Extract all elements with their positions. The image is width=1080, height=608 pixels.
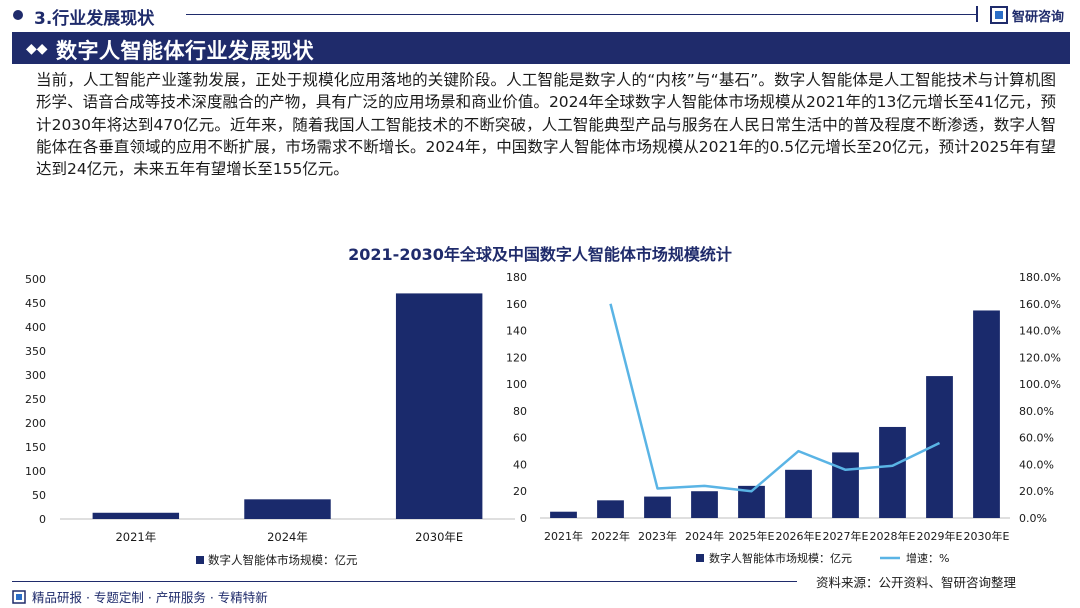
y-tick-label: 200 [25,417,46,430]
report-icon [12,589,26,604]
section-title: 3.行业发展现状 [34,9,155,29]
y-left-tick-label: 60 [513,432,527,445]
legend-swatch-bar [696,554,704,562]
x-tick-label: 2024年 [267,530,308,544]
footer-text: 精品研报 · 专题定制 · 产研服务 · 专精特新 [32,589,268,605]
x-tick-label: 2025年E [729,529,775,543]
y-left-tick-label: 80 [513,405,527,418]
bar [785,469,812,518]
legend-label-bar: 数字人智能体市场规模：亿元 [709,551,852,565]
x-tick-label: 2030年E [964,529,1010,543]
china-market-chart: 0 20 40 60 80 100 120 140 160 180 0.0% 20.0% 40.0% 60… [506,271,1061,565]
y-right-tick-label: 140.0% [1019,325,1061,338]
bar [597,500,624,518]
y-right-tick-label: 60.0% [1019,432,1054,445]
y-left-tick-label: 40 [513,458,527,471]
intro-paragraph: 当前，人工智能产业蓬勃发展，正处于规模化应用落地的关键阶段。人工智能是数字人的“… [36,71,1056,179]
y-left-tick-label: 160 [506,298,527,311]
y-right-tick-label: 100.0% [1019,378,1061,391]
bullet-dot [13,10,23,20]
chart-title: 2021-2030年全球及中国数字人智能体市场规模统计 [348,245,732,264]
y-left-tick-label: 180 [506,271,527,284]
bar [550,511,577,518]
y-right-tick-label: 120.0% [1019,351,1061,364]
y-tick-label: 0 [39,513,46,526]
x-tick-label: 2023年 [638,529,677,543]
y-left-tick-label: 140 [506,325,527,338]
y-right-tick-label: 0.0% [1019,512,1047,525]
x-tick-label: 2022年 [591,529,630,543]
bar [691,491,718,518]
y-tick-label: 350 [25,345,46,358]
y-tick-label: 450 [25,297,46,310]
bar [644,496,671,518]
legend-label: 数字人智能体市场规模：亿元 [208,553,358,567]
y-tick-label: 100 [25,465,46,478]
brand-logo: 智研咨询 [990,5,1064,25]
bar [973,310,1000,518]
y-left-tick-label: 120 [506,351,527,364]
bar [244,499,331,519]
bar [879,426,906,518]
bar [92,512,180,519]
x-tick-label: 2029年E [917,529,963,543]
brand-name: 智研咨询 [1012,9,1065,25]
x-tick-label: 2021年 [115,530,156,544]
growth-line [609,303,941,493]
footer: 精品研报 · 专题定制 · 产研服务 · 专精特新 [12,588,268,605]
banner-title: 数字人智能体行业发展现状 [56,39,314,63]
x-tick-label: 2024年 [685,529,724,543]
y-tick-label: 150 [25,441,46,454]
header-rule-end [976,6,978,22]
y-tick-label: 300 [25,369,46,382]
global-market-chart: 0 50 100 150 200 250 300 350 400 450 500 2021年 2024年… [25,273,515,567]
y-left-tick-label: 100 [506,378,527,391]
y-right-tick-label: 160.0% [1019,298,1061,311]
header-rule [186,14,976,15]
y-right-tick-label: 180.0% [1019,271,1061,284]
diamond-icon: ◆◆ [26,41,48,57]
y-tick-label: 250 [25,393,46,406]
bar [395,293,483,519]
brand-logo-icon [990,6,1008,24]
y-left-tick-label: 0 [520,512,527,525]
y-right-tick-label: 20.0% [1019,485,1054,498]
title-banner: ◆◆ 数字人智能体行业发展现状 [12,32,1070,64]
x-tick-label: 2026年E [776,529,822,543]
x-tick-label: 2027年E [823,529,869,543]
y-right-tick-label: 40.0% [1019,458,1054,471]
x-tick-label: 2030年E [415,530,463,544]
x-tick-label: 2028年E [870,529,916,543]
top-bar: 3.行业发展现状 智研咨询 [0,0,1080,30]
legend-label-line: 增速：% [906,551,949,565]
y-tick-label: 400 [25,321,46,334]
legend-swatch [196,556,204,564]
y-tick-label: 50 [32,489,46,502]
y-tick-label: 500 [25,273,46,286]
footer-rule [12,581,797,582]
x-tick-label: 2021年 [544,529,583,543]
y-left-tick-label: 20 [513,485,527,498]
source-note: 资料来源：公开资料、智研咨询整理 [816,575,1017,590]
bar [832,452,859,518]
y-right-tick-label: 80.0% [1019,405,1054,418]
